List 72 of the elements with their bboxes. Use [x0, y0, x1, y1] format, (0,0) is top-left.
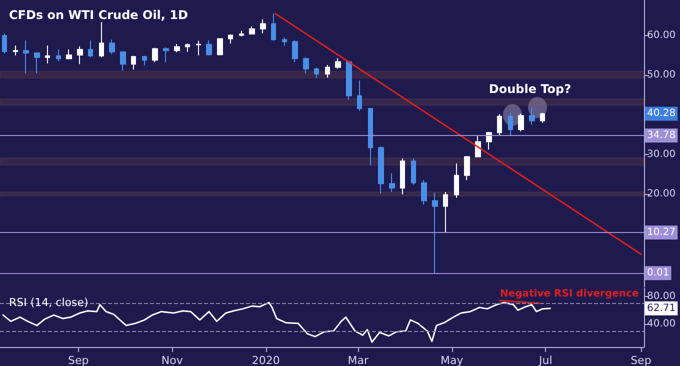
- candlestick: [518, 113, 524, 132]
- candlestick: [378, 146, 384, 194]
- y-tick-label: 20.00: [647, 188, 676, 200]
- candlestick: [142, 55, 147, 66]
- candlestick: [196, 40, 201, 56]
- annotation: Negative RSI divergence: [500, 288, 639, 300]
- y-tick-label: 80.00: [647, 290, 676, 302]
- candlestick: [228, 34, 233, 44]
- candlestick: [239, 30, 244, 37]
- text: CFDs on WTI Crude Oil, 1D: [9, 8, 188, 22]
- candlestick: [464, 155, 470, 181]
- ref-line-label: 10.27: [647, 226, 676, 238]
- candlestick: [357, 80, 362, 112]
- candlestick: [421, 180, 427, 206]
- candlestick: [335, 58, 341, 70]
- x-tick-label: Jul: [538, 354, 552, 366]
- candlestick: [217, 38, 223, 56]
- candlestick: [45, 45, 50, 64]
- candlestick: [292, 40, 298, 63]
- candlestick: [486, 131, 492, 150]
- x-tick-label: 2020: [252, 354, 280, 366]
- candlestick: [109, 39, 115, 55]
- candlestick: [77, 46, 83, 65]
- candlestick: [174, 43, 180, 53]
- ref-line-label: 0.01: [647, 268, 670, 279]
- candlestick: [260, 18, 266, 34]
- candlestick: [325, 64, 330, 78]
- candlestick: [271, 12, 276, 42]
- candlestick: [88, 40, 93, 58]
- candlestick: [2, 33, 7, 54]
- candlestick: [529, 107, 535, 126]
- candlestick: [13, 45, 18, 56]
- candlestick: [66, 48, 72, 60]
- candlestick: [389, 172, 395, 192]
- x-tick-label: Sep: [630, 354, 652, 366]
- candlestick: [497, 114, 502, 136]
- candlestick: [508, 112, 513, 136]
- candlestick: [454, 162, 459, 198]
- candlestick: [206, 40, 212, 56]
- candlestick: [346, 61, 352, 100]
- candlestick: [163, 47, 169, 63]
- annotation: 40.28: [647, 108, 676, 120]
- x-tick-label: Nov: [161, 354, 184, 366]
- candlestick: [131, 55, 136, 70]
- x-tick-label: Mar: [348, 354, 369, 366]
- y-tick-label: 50.00: [647, 70, 676, 81]
- candlestick: [185, 43, 190, 52]
- annotation: 62.71: [647, 302, 676, 314]
- candlestick: [23, 40, 29, 74]
- candlestick: [443, 191, 448, 233]
- candlestick: [282, 37, 287, 46]
- ref-line-label: 34.78: [647, 130, 676, 141]
- candlestick: [120, 50, 126, 72]
- candlestick: [56, 48, 61, 62]
- candlestick: [34, 52, 40, 74]
- annotation: Double Top?: [488, 82, 572, 96]
- candlestick: [152, 47, 158, 63]
- candlestick: [540, 112, 545, 124]
- candlestick: [400, 158, 405, 195]
- y-tick-label: 40.00: [647, 318, 676, 330]
- text: RSI (14, close): [9, 296, 88, 309]
- candlestick: [249, 26, 255, 35]
- candlestick: [368, 108, 373, 166]
- x-tick-label: Sep: [68, 354, 89, 366]
- candlestick: [432, 192, 438, 274]
- x-tick-label: May: [440, 354, 464, 366]
- candlestick: [314, 67, 319, 78]
- candlestick: [99, 22, 104, 58]
- y-tick-label: 30.00: [647, 148, 676, 160]
- candlestick: [411, 158, 416, 186]
- candlestick: [303, 56, 309, 74]
- y-tick-label: 60.00: [647, 30, 676, 42]
